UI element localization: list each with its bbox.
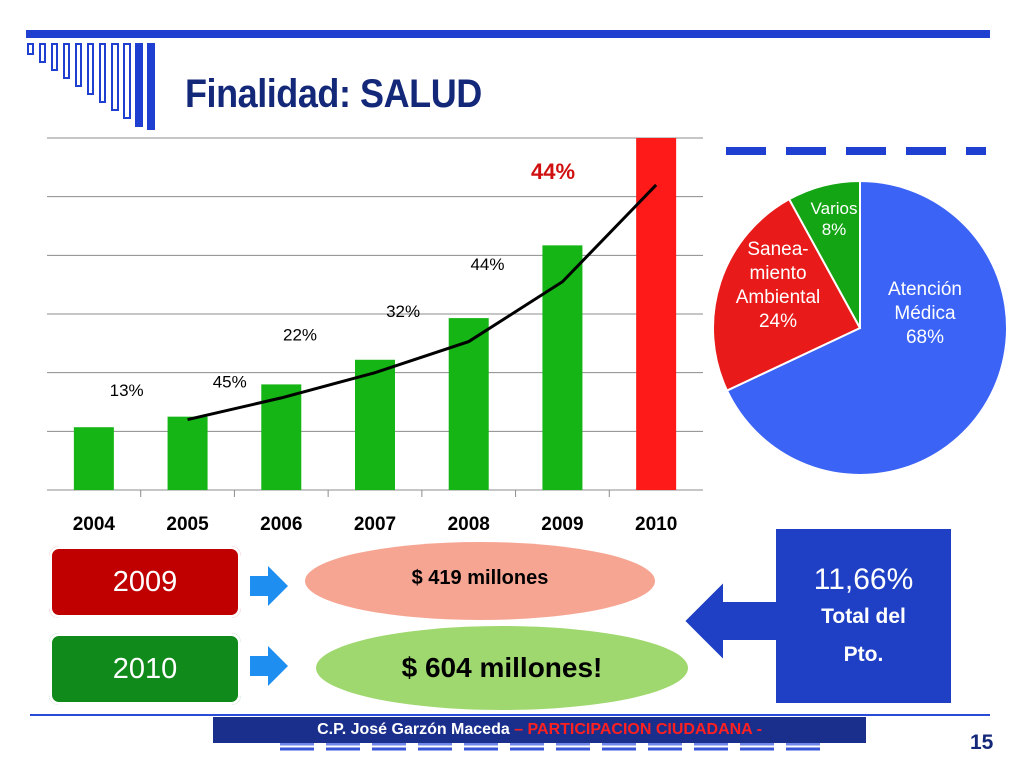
page-title: Finalidad: SALUD (185, 72, 482, 116)
bar-2007 (355, 359, 395, 490)
decorative-bar (135, 43, 143, 127)
arrow-right-icon (250, 646, 288, 686)
page-number: 15 (970, 731, 994, 754)
footer-tagline: PARTICIPACION CIUDADANA - (527, 721, 762, 738)
data-label: 13% (110, 381, 144, 400)
budget-share-label-1: Total del (821, 605, 906, 628)
pie-label: Atención (888, 279, 962, 300)
pie-slice-1 (712, 197, 862, 392)
bar-2005 (167, 416, 208, 490)
bar-chart: 2004 2005 2006 2007 2008 2009 2010 13% 45% 22% 32%… (47, 137, 703, 535)
x-tick-label: 2005 (166, 514, 209, 535)
decorative-bar (111, 43, 119, 111)
data-label: 32% (386, 302, 420, 321)
decorative-bar (51, 43, 58, 71)
data-label: 22% (283, 325, 317, 344)
amount-2010: $ 604 millones! (316, 626, 688, 710)
budget-share-label-2: Pto. (843, 643, 884, 666)
x-tick-label: 2008 (448, 514, 490, 535)
decorative-bar (63, 43, 70, 79)
decorative-bars (27, 43, 155, 130)
footer-author: C.P. José Garzón Maceda (317, 721, 510, 738)
decorative-bar (39, 43, 46, 63)
pie-slice-0 (725, 179, 1008, 476)
x-tick-label: 2010 (635, 514, 677, 535)
bar-2008 (448, 318, 489, 490)
pie-chart: Atención Médica 68% Sanea-miento Ambiental 24… (712, 179, 1008, 476)
pie-label: Médica (894, 303, 956, 324)
decorative-bar (87, 43, 94, 95)
decorative-bar (147, 43, 155, 130)
pie-label: miento (749, 263, 806, 284)
bar-2009 (542, 245, 583, 490)
budget-share-percent: 11,66% (813, 563, 914, 596)
footer-bar: C.P. José Garzón Maceda – PARTICIPACION … (213, 717, 866, 743)
top-accent-line (26, 30, 990, 38)
decorative-bar (27, 43, 34, 55)
trend-line (187, 183, 658, 422)
bar-2004 (73, 427, 114, 490)
year-box-2009: 2009 (49, 546, 241, 618)
footer-separator: – (509, 721, 528, 738)
pie-label: 68% (906, 327, 944, 348)
pie-slice-2 (787, 179, 861, 329)
budget-share-box: 11,66% Total del Pto. (776, 529, 951, 703)
data-label: 45% (213, 372, 247, 391)
pie-label: Ambiental (736, 287, 821, 308)
x-tick-label: 2007 (354, 514, 396, 535)
pie-label: 24% (759, 311, 797, 332)
arrow-right-icon (250, 566, 288, 606)
pie-label: Sanea- (747, 239, 808, 260)
amount-2009: $ 419 millones (305, 542, 655, 620)
arrow-left-icon (684, 578, 779, 664)
decorative-bar (75, 43, 82, 87)
decorative-bar (99, 43, 106, 103)
bar-2010 (636, 138, 677, 490)
pie-label: Varios (811, 199, 858, 218)
year-box-2010: 2010 (49, 633, 241, 705)
pie-label: 8% (822, 220, 847, 239)
x-tick-label: 2004 (73, 514, 116, 535)
x-tick-label: 2009 (541, 514, 583, 535)
data-label-highlight: 44% (531, 159, 575, 184)
data-label: 44% (470, 255, 504, 274)
decorative-bar (123, 43, 131, 119)
x-tick-label: 2006 (260, 514, 302, 535)
footer-divider (30, 714, 990, 716)
dashed-divider (726, 147, 986, 155)
